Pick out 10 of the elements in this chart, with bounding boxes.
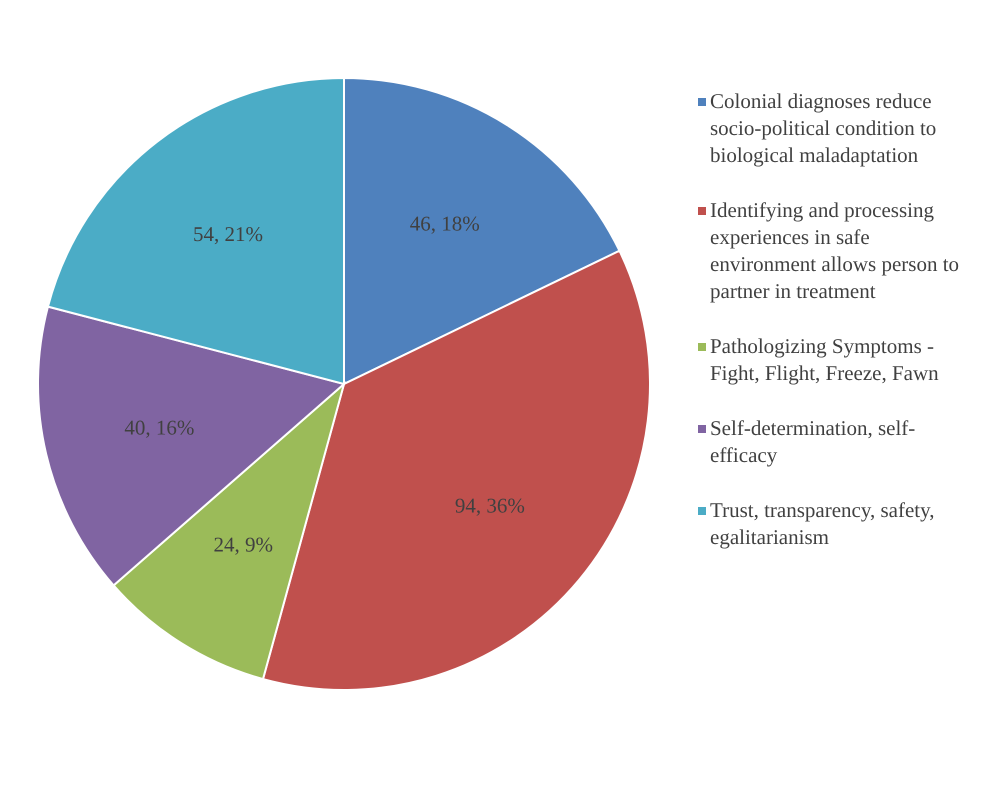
legend-label: Trust, transparency, safety, egalitarianism bbox=[710, 497, 936, 551]
data-label: 24, 9% bbox=[213, 532, 273, 557]
data-label: 94, 36% bbox=[454, 493, 525, 518]
legend-label: Colonial diagnoses reduce socio-political condition to biological maladaptation bbox=[710, 88, 938, 169]
legend-label: Pathologizing Symptoms - Fight, Flight, Freeze, Fawn bbox=[710, 333, 940, 387]
data-label: 46, 18% bbox=[410, 211, 480, 236]
legend-label: Identifying and processing experiences in safe environment allows person to partner in treatment bbox=[710, 197, 960, 305]
data-label: 40, 16% bbox=[124, 416, 194, 440]
legend-label: Self-determination, self-efficacy bbox=[710, 415, 916, 469]
data-label: 54, 21% bbox=[193, 222, 264, 246]
